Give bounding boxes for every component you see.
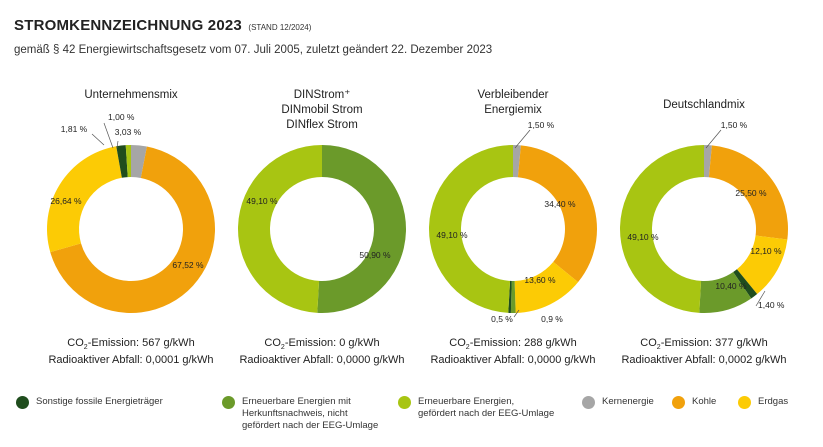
donut-2-slice-kohle xyxy=(517,145,597,283)
chart-title-0-line-0: Unternehmensmix xyxy=(84,89,178,101)
legend-label-kohle: Kohle xyxy=(692,396,716,408)
donut-2-label-kohle: 34,40 % xyxy=(544,199,576,209)
donut-0-leader-kern xyxy=(116,140,119,149)
legend-swatch-erdgas xyxy=(738,396,751,409)
donut-3-slice-ee_eeg xyxy=(620,145,704,313)
donut-0-leader-sonstige xyxy=(91,133,105,146)
header: STROMKENNZEICHNUNG 2023 (STAND 12/2024) … xyxy=(14,17,492,56)
subtitle: gemäß § 42 Energiewirtschaftsgesetz vom … xyxy=(14,44,493,56)
chart-title-2-line-1: Energiemix xyxy=(484,104,542,116)
donut-2-leader-kern xyxy=(514,129,531,149)
donut-0-slice-kern xyxy=(131,145,147,178)
legend-label-ee_eeg: Erneuerbare Energien, gefördert nach der … xyxy=(418,396,554,420)
page-title: STROMKENNZEICHNUNG 2023 (STAND 12/2024) xyxy=(14,17,492,35)
co2-emission-0: CO2-Emission: 567 g/kWh xyxy=(67,337,195,352)
legend-label-ee_hkn-line-0: Erneuerbare Energien mit xyxy=(242,396,351,407)
legend-swatch-sonstige xyxy=(16,396,29,409)
donut-0-leader-ee_eeg xyxy=(103,122,114,149)
legend-label-ee_hkn-line-1: Herkunftsnachweis, nicht xyxy=(242,408,348,419)
radioactive-waste-2: Radioaktiver Abfall: 0,0000 g/kWh xyxy=(430,354,596,367)
donut-3-slice-erdgas xyxy=(736,235,788,295)
donut-2-slice-ee_eeg xyxy=(429,145,513,313)
legend-swatch-ee_eeg xyxy=(398,396,411,409)
donut-3-label-ee_eeg: 49,10 % xyxy=(627,232,659,242)
chart-title-2-line-0: Verbleibender xyxy=(477,89,549,101)
donut-1-label-ee_eeg: 49,10 % xyxy=(246,196,278,206)
donut-3-label-kern: 1,50 % xyxy=(721,120,748,130)
chart-title-3-line-0: Deutschlandmix xyxy=(663,99,745,111)
legend-label-erdgas-line-0: Erdgas xyxy=(758,396,789,407)
legend-swatch-kern xyxy=(582,396,595,409)
legend-swatch-kohle xyxy=(672,396,685,409)
donut-2-label-erdgas: 13,60 % xyxy=(524,275,556,285)
donut-2-label-ee_hkn: 0,9 % xyxy=(541,314,563,324)
legend-label-ee_eeg-line-1: gefördert nach der EEG-Umlage xyxy=(418,408,555,419)
donut-2-leader-sonstige xyxy=(513,309,520,318)
co2-emission-2: CO2-Emission: 288 g/kWh xyxy=(449,337,577,352)
legend-label-ee_eeg-line-0: Erneuerbare Energien, xyxy=(418,396,515,407)
donut-0-slice-ee_eeg xyxy=(125,145,131,178)
chart-title-2: Verbleibender Energiemix xyxy=(423,88,603,118)
donut-3-slice-kohle xyxy=(708,145,788,240)
donut-3-leader-sonstige xyxy=(755,290,766,307)
donut-0-slice-erdgas xyxy=(47,146,122,253)
legend-label-sonstige-line-0: Sonstige fossile Energieträger xyxy=(36,396,163,407)
donut-0-label-sonstige: 1,81 % xyxy=(61,124,88,134)
donut-3-slice-ee_hkn xyxy=(699,272,752,313)
donut-1-slice-ee_eeg xyxy=(238,145,322,313)
radioactive-waste-3: Radioaktiver Abfall: 0,0002 g/kWh xyxy=(621,354,787,367)
chart-stats-2: CO2-Emission: 288 g/kWh Radioaktiver Abfa… xyxy=(413,337,613,367)
donut-3-slice-sonstige xyxy=(733,269,758,299)
donut-3-label-kohle: 25,50 % xyxy=(735,188,767,198)
donut-0-slice-sonstige xyxy=(116,145,128,178)
legend-label-erdgas: Erdgas xyxy=(758,396,788,408)
donut-2-label-kern: 1,50 % xyxy=(528,120,555,130)
donut-3-leader-kern xyxy=(705,129,722,149)
title-note: (STAND 12/2024) xyxy=(248,23,312,32)
donut-0-label-ee_eeg: 1,00 % xyxy=(108,112,135,122)
donut-2-slice-erdgas xyxy=(514,261,579,313)
legend-label-ee_hkn: Erneuerbare Energien mit Herkunftsnachwei… xyxy=(242,396,378,432)
legend-label-kern: Kernenergie xyxy=(602,396,654,408)
donut-2-slice-ee_hkn xyxy=(510,280,516,314)
chart-stats-0: CO2-Emission: 567 g/kWh Radioaktiver Abfa… xyxy=(31,337,231,367)
legend-label-kohle-line-0: Kohle xyxy=(692,396,717,407)
donut-2-label-ee_eeg: 49,10 % xyxy=(436,230,468,240)
donut-1-label-ee_hkn: 50,90 % xyxy=(359,250,391,260)
legend-swatch-ee_hkn xyxy=(222,396,235,409)
donut-0-slice-kohle xyxy=(50,146,216,313)
co2-emission-3: CO2-Emission: 377 g/kWh xyxy=(640,337,768,352)
radioactive-waste-0: Radioaktiver Abfall: 0,0001 g/kWh xyxy=(48,354,214,367)
chart-title-1-line-0: DINStrom⁺ xyxy=(293,89,351,101)
donut-2-label-sonstige: 0,5 % xyxy=(491,314,513,324)
donut-2-slice-kern xyxy=(513,145,521,178)
legend-label-ee_hkn-line-2: gefördert nach der EEG-Umlage xyxy=(242,420,379,431)
donut-3-label-sonstige: 1,40 % xyxy=(758,300,785,310)
chart-stats-1: CO2-Emission: 0 g/kWh Radioaktiver Abfall… xyxy=(222,337,422,367)
donut-2-slice-sonstige xyxy=(508,280,512,313)
legend-label-kern-line-0: Kernenergie xyxy=(602,396,654,407)
donut-0-label-erdgas: 26,64 % xyxy=(50,196,82,206)
chart-title-1-line-1: DINmobil Strom xyxy=(281,104,363,116)
donut-0-label-kern: 3,03 % xyxy=(115,127,142,137)
co2-emission-1: CO2-Emission: 0 g/kWh xyxy=(264,337,380,352)
radioactive-waste-1: Radioaktiver Abfall: 0,0000 g/kWh xyxy=(239,354,405,367)
donut-0-label-kohle: 67,52 % xyxy=(172,260,204,270)
chart-title-1-line-2: DINflex Strom xyxy=(286,119,358,131)
chart-title-3: Deutschlandmix xyxy=(614,98,794,113)
chart-stats-3: CO2-Emission: 377 g/kWh Radioaktiver Abfa… xyxy=(604,337,804,367)
legend-label-sonstige: Sonstige fossile Energieträger xyxy=(36,396,163,408)
donut-3-label-ee_hkn: 10,40 % xyxy=(715,281,747,291)
title-text: STROMKENNZEICHNUNG 2023 xyxy=(14,17,242,34)
chart-title-1: DINStrom⁺ DINmobil Strom DINflex Strom xyxy=(232,88,412,133)
donut-1-slice-ee_hkn xyxy=(317,145,407,314)
donut-3-label-erdgas: 12,10 % xyxy=(750,246,782,256)
donut-3-slice-kern xyxy=(704,145,712,178)
chart-title-0: Unternehmensmix xyxy=(41,88,221,103)
